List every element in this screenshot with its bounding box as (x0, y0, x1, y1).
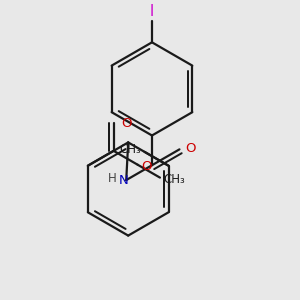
Text: CH₃: CH₃ (163, 173, 185, 186)
Text: CH₃: CH₃ (120, 143, 142, 156)
Text: O: O (122, 117, 132, 130)
Text: O: O (185, 142, 196, 155)
Text: I: I (150, 4, 154, 19)
Text: H: H (108, 172, 117, 184)
Text: N: N (118, 174, 128, 187)
Text: O: O (142, 160, 152, 173)
